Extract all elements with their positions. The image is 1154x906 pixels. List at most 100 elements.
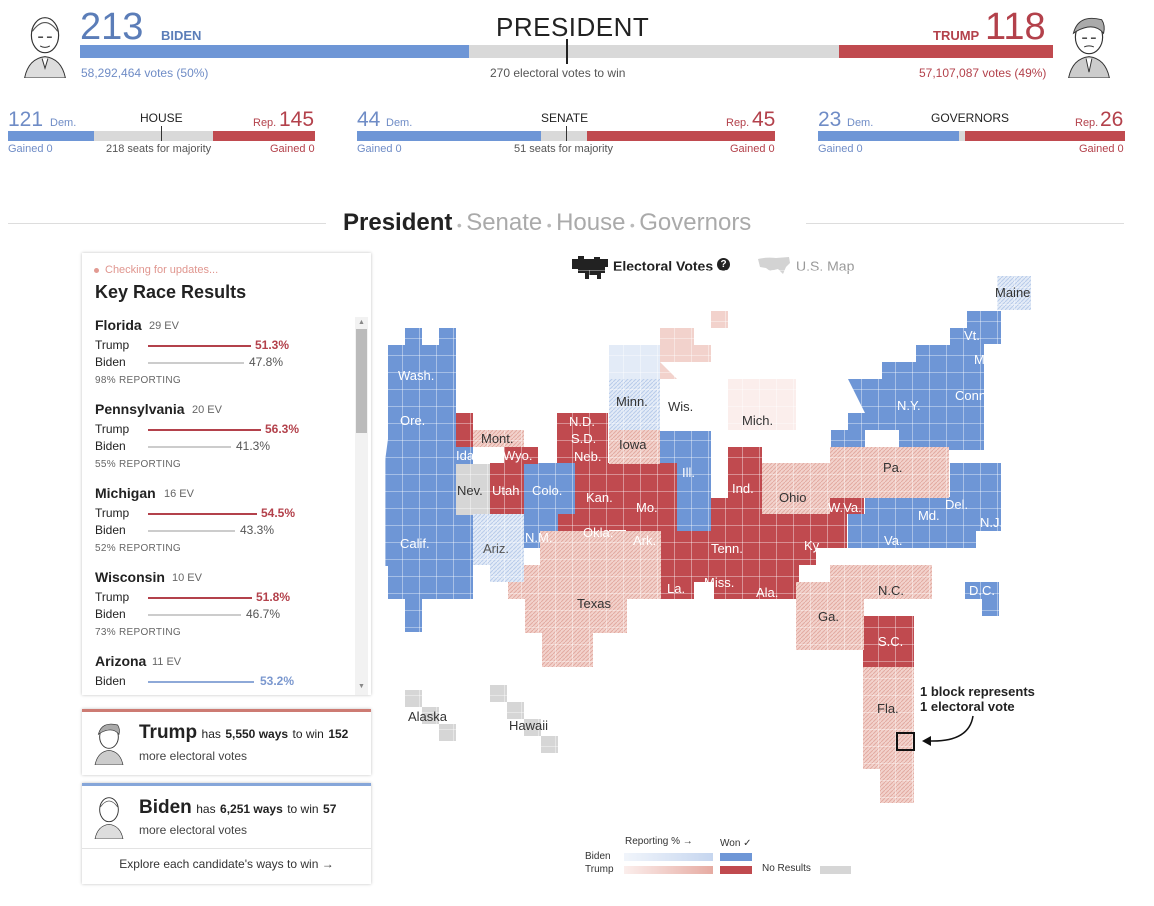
label-ark[interactable]: Ark. (633, 533, 657, 548)
label-sc[interactable]: S.C. (878, 634, 904, 649)
electoral-cartogram (385, 270, 1055, 810)
house-rep-label: Rep. (253, 117, 277, 129)
label-mass[interactable]: Mass. (974, 352, 1009, 367)
key-race-list[interactable]: Florida 29 EV Trump 51.3% Biden 47.8% 98… (95, 317, 353, 695)
tab-governors[interactable]: Governors (639, 209, 752, 236)
label-conn[interactable]: Conn. (955, 388, 990, 403)
label-wyo[interactable]: Wyo. (503, 448, 533, 463)
label-nc[interactable]: N.C. (878, 583, 904, 598)
label-neb[interactable]: Neb. (574, 449, 602, 464)
label-va[interactable]: Va. (884, 533, 903, 548)
tab-bar: President • Senate • House • Governors (343, 209, 751, 237)
reporting: 98% REPORTING (95, 375, 181, 386)
house-dem-count: 121 (8, 108, 44, 131)
label-del[interactable]: Del. (945, 497, 969, 512)
label-ny[interactable]: N.Y. (897, 398, 921, 413)
label-ind[interactable]: Ind. (732, 481, 754, 496)
scroll-down-arrow[interactable]: ▼ (358, 683, 365, 690)
label-wash[interactable]: Wash. (398, 368, 435, 383)
label-mont[interactable]: Mont. (481, 431, 514, 446)
us-map-icon[interactable] (756, 255, 792, 277)
scrollbar-thumb[interactable] (356, 329, 367, 433)
label-ore[interactable]: Ore. (400, 413, 426, 428)
label-minn[interactable]: Minn. (616, 394, 648, 409)
trump-pct: 51.8% (256, 590, 291, 604)
label-nd[interactable]: N.D. (569, 414, 595, 429)
trump-path-ways: 5,550 ways (225, 727, 289, 741)
biden-ev: 213 (80, 6, 144, 48)
tab-house[interactable]: House (556, 209, 626, 236)
label-la[interactable]: La. (667, 581, 686, 596)
explore-link[interactable]: Explore each candidate's ways to win → (119, 857, 334, 871)
reporting: 73% REPORTING (95, 627, 181, 638)
trump-bar (148, 513, 257, 515)
senate-dem-count: 44 (357, 108, 381, 131)
tab-president[interactable]: President (343, 209, 453, 236)
race-item-michigan[interactable]: Michigan 16 EV Trump 54.5% Biden 43.3% 5… (95, 485, 353, 563)
label-utah[interactable]: Utah (492, 483, 520, 498)
label-hawaii[interactable]: Hawaii (509, 718, 549, 733)
race-item-wisconsin[interactable]: Wisconsin 10 EV Trump 51.8% Biden 46.7% … (95, 569, 353, 647)
label-nj[interactable]: N.J. (980, 515, 1004, 530)
label-fla[interactable]: Fla. (877, 701, 899, 716)
senate-dem-label: Dem. (386, 117, 413, 129)
label-nev[interactable]: Nev. (457, 483, 483, 498)
gov-dem-count: 23 (818, 108, 842, 131)
label-okla[interactable]: Okla. (583, 525, 614, 540)
senate-rep-gained: Gained 0 (730, 143, 775, 155)
trump-ev: 118 (985, 6, 1046, 48)
label-iowa[interactable]: Iowa (619, 437, 647, 452)
label-wis[interactable]: Wis. (668, 399, 694, 414)
trump-path-line1: Trump has 5,550 ways to win 152 (139, 722, 348, 744)
label-ga[interactable]: Ga. (818, 609, 839, 624)
label-md[interactable]: Md. (918, 508, 940, 523)
race-item-arizona[interactable]: Arizona 11 EV Biden 53.2% (95, 653, 353, 695)
scroll-up-arrow[interactable]: ▲ (358, 319, 365, 326)
label-maine[interactable]: Maine (995, 285, 1031, 300)
race-item-pennsylvania[interactable]: Pennsylvania 20 EV Trump 56.3% Biden 41.… (95, 401, 353, 479)
race-item-florida[interactable]: Florida 29 EV Trump 51.3% Biden 47.8% 98… (95, 317, 353, 395)
race-ev: 29 EV (149, 320, 179, 332)
tab-senate[interactable]: Senate (466, 209, 543, 236)
label-idaho[interactable]: Idaho (456, 448, 489, 463)
race-ev: 16 EV (164, 488, 194, 500)
label-mo[interactable]: Mo. (636, 500, 658, 515)
biden-bar (148, 614, 241, 616)
label-dc[interactable]: D.C. (969, 583, 995, 598)
label-colo[interactable]: Colo. (532, 483, 563, 498)
race-ev: 20 EV (192, 404, 222, 416)
label-ohio[interactable]: Ohio (779, 490, 807, 505)
biden-label: Biden (95, 607, 126, 621)
ev-bar (80, 39, 1053, 64)
label-nm[interactable]: N.M. (525, 530, 553, 545)
label-nh[interactable]: N.H. (1001, 319, 1027, 334)
label-wva[interactable]: W.Va. (828, 500, 862, 515)
biden-path-card[interactable]: Biden has 6,251 ways to win 57 more elec… (82, 783, 371, 884)
label-calif[interactable]: Calif. (400, 536, 430, 551)
trump-path-has: has (201, 727, 221, 741)
label-tenn[interactable]: Tenn. (711, 541, 743, 556)
label-miss[interactable]: Miss. (704, 575, 735, 590)
status-dot (94, 268, 99, 273)
president-title: PRESIDENT (496, 12, 650, 42)
label-ky[interactable]: Ky. (804, 538, 822, 553)
label-ariz[interactable]: Ariz. (483, 541, 509, 556)
to-win-label: 270 electoral votes to win (490, 66, 626, 80)
label-texas[interactable]: Texas (577, 596, 611, 611)
scrollbar-track[interactable]: ▲ ▼ (355, 317, 368, 695)
label-ill[interactable]: Ill. (682, 465, 695, 480)
trump-path-more: more electoral votes (139, 749, 248, 763)
label-kan[interactable]: Kan. (586, 490, 613, 505)
label-sd[interactable]: S.D. (571, 431, 597, 446)
label-ala[interactable]: Ala. (756, 585, 779, 600)
house-dem-gained: Gained 0 (8, 143, 53, 155)
label-vt[interactable]: Vt. (964, 328, 980, 343)
tab-separator: • (456, 217, 462, 233)
label-pa[interactable]: Pa. (883, 460, 903, 475)
label-ri[interactable]: R.I. (1004, 385, 1025, 400)
label-alaska[interactable]: Alaska (408, 709, 448, 724)
help-icon[interactable]: ? (717, 258, 730, 271)
label-mich[interactable]: Mich. (742, 413, 774, 428)
trump-path-card[interactable]: Trump has 5,550 ways to win 152 more ele… (82, 709, 371, 775)
biden-path-count: 57 (323, 802, 337, 816)
